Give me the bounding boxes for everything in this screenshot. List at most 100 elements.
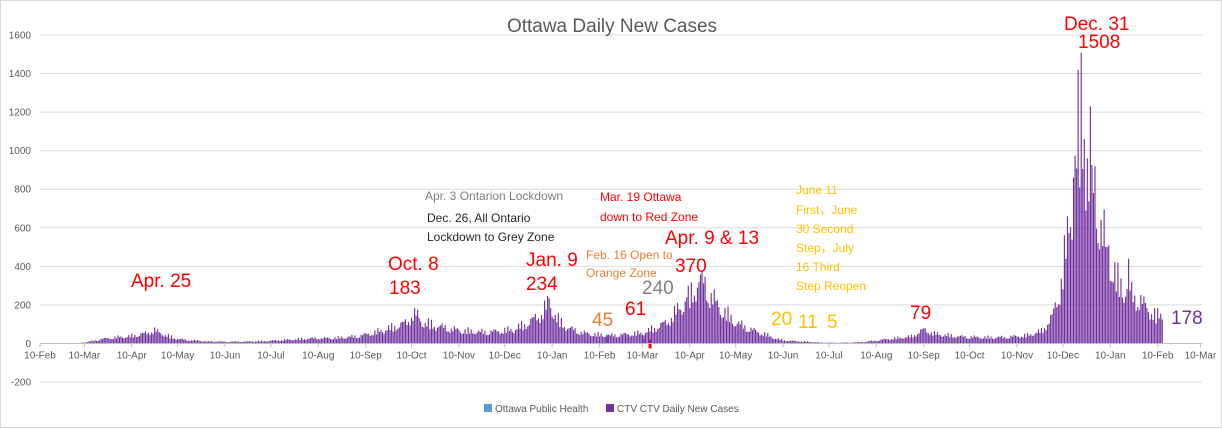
ctv-bar <box>445 325 446 343</box>
ctv-bar <box>931 332 932 343</box>
ctv-bar <box>547 296 548 343</box>
x-tick-label: 10-Aug <box>302 350 334 361</box>
ctv-bar <box>1136 311 1137 344</box>
ctv-bar <box>1004 337 1005 344</box>
ctv-bar <box>136 337 137 343</box>
ctv-bar <box>781 339 782 344</box>
ctv-bar <box>967 339 968 344</box>
x-tick-label: 10-Jul <box>257 350 284 361</box>
y-tick-label: 1000 <box>9 146 32 157</box>
ctv-bar <box>313 338 314 343</box>
ctv-bar <box>330 339 331 343</box>
ctv-bar <box>701 272 702 343</box>
ctv-bar <box>524 324 525 343</box>
ctv-bar <box>993 339 994 343</box>
ctv-bar <box>998 336 999 343</box>
ctv-bar <box>611 333 612 343</box>
ctv-bar <box>168 334 169 344</box>
ctv-bar <box>553 319 554 344</box>
ctv-bar <box>174 338 175 343</box>
ctv-bar <box>928 333 929 343</box>
ctv-bar <box>116 338 117 343</box>
ctv-bar <box>460 333 461 344</box>
ctv-bar <box>287 339 288 344</box>
ctv-bar <box>920 329 921 343</box>
ctv-bar <box>604 337 605 343</box>
ctv-bar <box>601 334 602 344</box>
ctv-bar <box>572 326 573 343</box>
ctv-bar <box>357 338 358 343</box>
ctv-bar <box>419 318 420 343</box>
ctv-bar <box>1131 282 1132 344</box>
y-tick-label: 0 <box>25 339 31 350</box>
ctv-bar <box>637 330 638 343</box>
ctv-bar <box>110 339 111 343</box>
ctv-bar <box>773 339 774 343</box>
ctv-bar <box>113 339 114 343</box>
ctv-bar <box>562 328 563 344</box>
ctv-bar <box>322 339 323 344</box>
ctv-bar <box>354 335 355 343</box>
ctv-bar <box>636 336 637 344</box>
ctv-bar <box>405 319 406 343</box>
ctv-bar <box>578 334 579 344</box>
ctv-bar <box>1016 336 1017 343</box>
ctv-bar <box>744 325 745 343</box>
ctv-bar <box>1026 337 1027 343</box>
ctv-bar <box>902 339 903 344</box>
ctv-bar <box>778 338 779 343</box>
ctv-bar <box>367 334 368 343</box>
ctv-bar <box>753 328 754 344</box>
ctv-bar <box>325 338 326 344</box>
ctv-bar <box>504 328 505 344</box>
annotation-label: Mar. 19 Ottawa <box>600 190 682 204</box>
ctv-bar <box>749 332 750 344</box>
ctv-bar <box>597 332 598 344</box>
ctv-bar <box>914 335 915 343</box>
ctv-bar <box>585 333 586 344</box>
ctv-bar <box>938 335 939 344</box>
ctv-bar <box>1044 328 1045 343</box>
ctv-bar <box>689 308 690 344</box>
ctv-bar <box>338 336 339 343</box>
ctv-bar <box>1159 318 1160 343</box>
ctv-bar <box>180 339 181 343</box>
ctv-bar <box>151 333 152 344</box>
ctv-bar <box>483 334 484 344</box>
ctv-bar <box>714 289 715 343</box>
ctv-bar <box>1062 289 1063 343</box>
ctv-bar <box>1001 336 1002 344</box>
ctv-bar <box>1142 304 1143 343</box>
ctv-bar <box>911 335 912 344</box>
ctv-bar <box>142 333 143 344</box>
ctv-bar <box>737 324 738 344</box>
ctv-bar <box>104 338 105 344</box>
ctv-bar <box>1128 259 1129 344</box>
ctv-bar <box>695 301 696 343</box>
ctv-bar <box>1084 139 1085 343</box>
ctv-bar <box>1023 337 1024 343</box>
ctv-bar <box>454 326 455 343</box>
ctv-bar <box>686 297 687 343</box>
ctv-bar <box>361 335 362 344</box>
ctv-bar <box>137 337 138 344</box>
ctv-bar <box>134 335 135 344</box>
annotation-label: 240 <box>642 278 674 299</box>
ctv-bar <box>348 336 349 343</box>
ctv-bar <box>1065 259 1066 344</box>
ctv-bar <box>506 333 507 343</box>
ctv-bar <box>503 334 504 344</box>
ctv-bar <box>886 339 887 343</box>
ctv-bar <box>619 337 620 344</box>
ctv-bar <box>555 315 556 343</box>
ctv-bar <box>105 338 106 344</box>
ctv-bar <box>955 338 956 343</box>
ctv-bar <box>351 335 352 344</box>
ctv-bar <box>584 331 585 344</box>
ctv-bar <box>435 331 436 344</box>
ctv-bar <box>888 339 889 343</box>
ctv-bar <box>715 301 716 343</box>
ctv-bar <box>117 335 118 343</box>
ctv-bar <box>1101 220 1102 343</box>
ctv-bar <box>940 335 941 343</box>
